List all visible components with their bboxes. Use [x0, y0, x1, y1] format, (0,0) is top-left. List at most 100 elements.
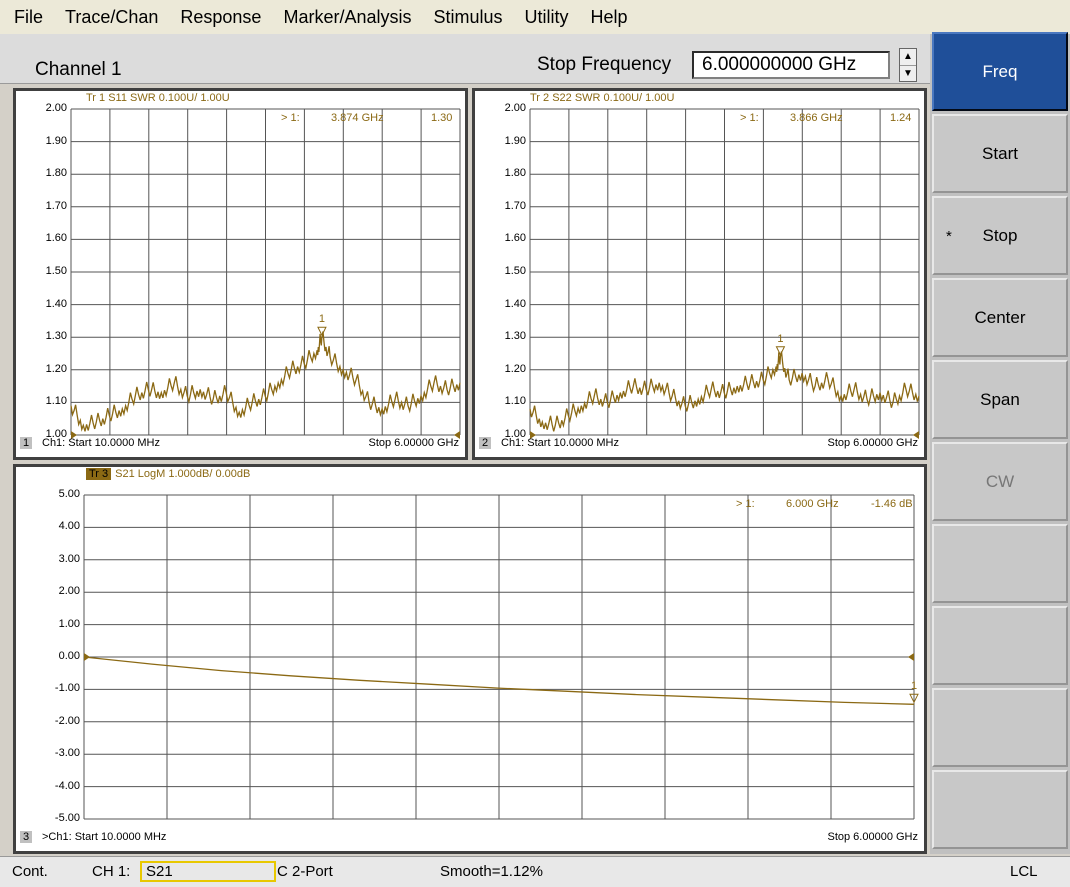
softkey-panel: Freq Start * Stop Center Span CW	[930, 34, 1070, 854]
stop-frequency-label[interactable]: Stop 6.00000 GHz	[368, 437, 459, 449]
trace-title[interactable]: Tr 3 S21 LogM 1.000dB/ 0.00dB	[86, 468, 250, 480]
status-cal: C 2-Port	[277, 863, 333, 880]
softkey-label: Center	[974, 308, 1025, 328]
trace-badge[interactable]: Tr 3	[86, 468, 111, 480]
trace-title[interactable]: Tr 1 S11 SWR 0.100U/ 1.00U	[86, 92, 230, 104]
marker-readout-value: -1.46 dB	[871, 498, 913, 510]
status-channel: CH 1:	[92, 863, 130, 880]
spin-up-icon[interactable]: ▲	[900, 49, 916, 65]
y-tick-label: 1.50	[492, 265, 526, 277]
y-tick-label: 3.00	[46, 553, 80, 565]
y-tick-label: 1.90	[33, 135, 67, 147]
y-tick-label: -3.00	[46, 747, 80, 759]
softkey-start[interactable]: Start	[932, 114, 1068, 193]
start-frequency-label[interactable]: >Ch1: Start 10.0000 MHz	[42, 831, 166, 843]
softkey-blank-8[interactable]	[932, 688, 1068, 767]
menu-utility[interactable]: Utility	[517, 7, 577, 28]
marker-number: 1	[319, 313, 325, 325]
reference-arrow-icon	[908, 653, 914, 661]
frequency-spinner[interactable]: ▲ ▼	[899, 48, 917, 82]
trace-window-3[interactable]: 5.00 4.00 3.00 2.00 1.00 0.00 -1.00 -2.00 -3.00 -…	[13, 464, 927, 854]
menu-trace-chan[interactable]: Trace/Chan	[57, 7, 166, 28]
stop-frequency-input[interactable]: 6.000000000 GHz	[692, 51, 890, 79]
softkey-blank-7[interactable]	[932, 606, 1068, 685]
stop-frequency-label[interactable]: Stop 6.00000 GHz	[827, 437, 918, 449]
menu-bar: File Trace/Chan Response Marker/Analysis Sti…	[0, 0, 1070, 35]
reference-arrow-icon	[84, 653, 90, 661]
y-tick-label: 2.00	[46, 585, 80, 597]
softkey-label: Start	[982, 144, 1018, 164]
y-tick-label: 4.00	[46, 520, 80, 532]
y-tick-label: 1.00	[46, 618, 80, 630]
status-smooth: Smooth=1.12%	[440, 863, 543, 880]
marker-readout-label: > 1:	[736, 498, 755, 510]
softkey-blank-9[interactable]	[932, 770, 1068, 849]
trace-title[interactable]: Tr 2 S22 SWR 0.100U/ 1.00U	[530, 92, 675, 104]
softkey-label: CW	[986, 472, 1014, 492]
marker-number: 1	[777, 333, 783, 345]
y-tick-label: 1.30	[492, 330, 526, 342]
start-frequency-label[interactable]: Ch1: Start 10.0000 MHz	[42, 437, 160, 449]
y-tick-label: 1.80	[492, 167, 526, 179]
y-tick-label: 1.50	[33, 265, 67, 277]
status-param[interactable]: S21	[140, 861, 276, 882]
softkey-label: Span	[980, 390, 1020, 410]
y-tick-label: 1.90	[492, 135, 526, 147]
marker-readout-label: > 1:	[740, 112, 759, 124]
chart-svg	[16, 91, 465, 457]
y-tick-label: 1.20	[492, 363, 526, 375]
status-bar: Cont. CH 1: S21 C 2-Port Smooth=1.12% LC…	[0, 856, 1070, 887]
y-tick-label: 1.70	[33, 200, 67, 212]
y-tick-label: 2.00	[492, 102, 526, 114]
window-number: 1	[20, 437, 32, 449]
y-tick-label: 2.00	[33, 102, 67, 114]
y-tick-label: 1.30	[33, 330, 67, 342]
y-tick-label: 1.10	[492, 395, 526, 407]
y-tick-label: 1.60	[33, 232, 67, 244]
y-tick-label: 1.40	[492, 298, 526, 310]
y-tick-label: -1.00	[46, 682, 80, 694]
softkey-span[interactable]: Span	[932, 360, 1068, 439]
status-control: LCL	[1010, 863, 1038, 880]
y-tick-label: -5.00	[46, 812, 80, 824]
chart-svg	[16, 467, 924, 851]
menu-response[interactable]: Response	[172, 7, 269, 28]
softkey-center[interactable]: Center	[932, 278, 1068, 357]
y-tick-label: 1.10	[33, 395, 67, 407]
softkey-freq[interactable]: Freq	[932, 32, 1068, 111]
window-number: 3	[20, 831, 32, 843]
softkey-blank-6[interactable]	[932, 524, 1068, 603]
softkey-label: Stop	[983, 226, 1018, 246]
spin-down-icon[interactable]: ▼	[900, 65, 916, 82]
param-label: Stop Frequency	[537, 54, 671, 76]
channel-label: Channel 1	[35, 59, 122, 81]
selected-star-icon: *	[946, 228, 952, 245]
stop-frequency-label[interactable]: Stop 6.00000 GHz	[827, 831, 918, 843]
menu-marker-analysis[interactable]: Marker/Analysis	[275, 7, 419, 28]
y-tick-label: -4.00	[46, 780, 80, 792]
entry-toolbar: Channel 1 Stop Frequency 6.000000000 GHz…	[0, 34, 930, 84]
y-tick-label: -2.00	[46, 715, 80, 727]
y-tick-label: 0.00	[46, 650, 80, 662]
trace-title-text: S21 LogM 1.000dB/ 0.00dB	[115, 468, 250, 480]
trace-window-2[interactable]: 2.00 1.90 1.80 1.70 1.60 1.50 1.40 1.30 1.20 1.10…	[472, 88, 927, 460]
window-number: 2	[479, 437, 491, 449]
menu-help[interactable]: Help	[583, 7, 636, 28]
y-tick-label: 1.60	[492, 232, 526, 244]
y-tick-label: 1.40	[33, 298, 67, 310]
trace-title-text: Tr 1 S11 SWR 0.100U/ 1.00U	[86, 92, 230, 104]
y-tick-label: 1.80	[33, 167, 67, 179]
softkey-cw[interactable]: CW	[932, 442, 1068, 521]
menu-stimulus[interactable]: Stimulus	[425, 7, 510, 28]
trace-title-text: Tr 2 S22 SWR 0.100U/ 1.00U	[530, 92, 675, 104]
y-tick-label: 1.70	[492, 200, 526, 212]
marker-readout-freq: 3.874 GHz	[331, 112, 384, 124]
softkey-stop[interactable]: * Stop	[932, 196, 1068, 275]
softkey-label: Freq	[983, 62, 1018, 82]
status-mode: Cont.	[12, 863, 48, 880]
marker-number: 1	[911, 680, 917, 692]
start-frequency-label[interactable]: Ch1: Start 10.0000 MHz	[501, 437, 619, 449]
menu-file[interactable]: File	[6, 7, 51, 28]
y-tick-label: 5.00	[46, 488, 80, 500]
